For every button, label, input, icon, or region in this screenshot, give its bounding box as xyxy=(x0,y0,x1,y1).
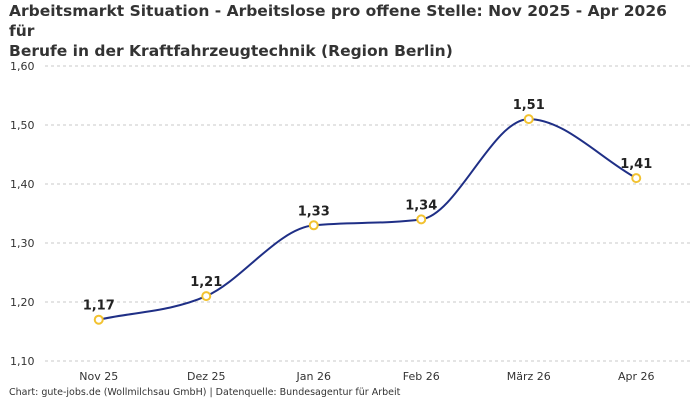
chart-title: Arbeitsmarkt Situation - Arbeitslose pro… xyxy=(9,1,689,61)
series-line xyxy=(98,118,637,321)
data-label: 1,21 xyxy=(190,275,222,290)
data-label: 1,41 xyxy=(620,157,652,172)
x-tick-label: Nov 25 xyxy=(79,370,118,383)
data-label: 1,51 xyxy=(513,98,545,113)
x-tick-label: Dez 25 xyxy=(187,370,226,383)
data-points xyxy=(93,114,642,325)
y-tick-label: 1,20 xyxy=(10,296,35,309)
data-point xyxy=(523,114,534,125)
x-tick-label: Feb 26 xyxy=(403,370,440,383)
data-label: 1,34 xyxy=(405,198,437,213)
y-tick-label: 1,60 xyxy=(10,60,35,73)
y-tick-label: 1,30 xyxy=(10,237,35,250)
data-label: 1,17 xyxy=(83,299,115,314)
chart-title-line-2: Berufe in der Kraftfahrzeugtechnik (Regi… xyxy=(9,42,453,60)
data-labels: 1,17 1,21 1,33 1,34 1,51 1,41 xyxy=(83,98,653,314)
data-point xyxy=(416,214,427,225)
data-point xyxy=(631,173,642,184)
y-axis-tick-labels: 1,10 1,20 1,30 1,40 1,50 1,60 xyxy=(10,60,35,368)
data-point xyxy=(308,220,319,231)
x-tick-label: Jan 26 xyxy=(296,370,331,383)
data-point xyxy=(201,291,212,302)
grid-lines xyxy=(45,65,690,362)
x-tick-label: März 26 xyxy=(507,370,551,383)
x-axis-tick-labels: Nov 25 Dez 25 Jan 26 Feb 26 März 26 Apr 26 xyxy=(79,370,654,383)
data-point xyxy=(93,314,104,325)
y-tick-label: 1,40 xyxy=(10,178,35,191)
x-tick-label: Apr 26 xyxy=(618,370,655,383)
data-label: 1,33 xyxy=(298,204,330,219)
y-tick-label: 1,10 xyxy=(10,355,35,368)
source-note: Chart: gute-jobs.de (Wollmilchsau GmbH) … xyxy=(9,387,401,398)
chart-title-line-1: Arbeitsmarkt Situation - Arbeitslose pro… xyxy=(9,2,667,40)
y-tick-label: 1,50 xyxy=(10,119,35,132)
